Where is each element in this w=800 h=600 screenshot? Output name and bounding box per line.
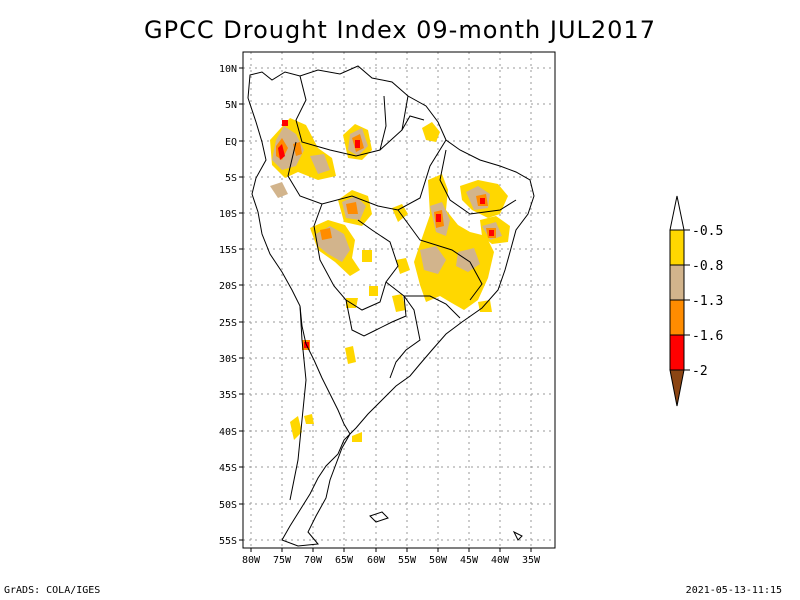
- country-border: [289, 305, 307, 501]
- continent-outline: [247, 65, 535, 547]
- lat-label: 55S: [219, 536, 237, 547]
- drought-patch: [396, 258, 410, 274]
- country-border: [379, 95, 387, 151]
- lat-label: 50S: [219, 500, 237, 511]
- drought-patch: [270, 182, 288, 198]
- drought-patch: [320, 228, 332, 240]
- drought-patch: [480, 198, 485, 204]
- drought-patch: [369, 286, 378, 296]
- drought-patch: [304, 414, 314, 424]
- drought-patch: [282, 120, 288, 126]
- country-border: [313, 203, 399, 311]
- drought-patch: [345, 346, 356, 364]
- drought-patch: [420, 246, 446, 274]
- legend-label: -2: [692, 364, 708, 379]
- country-border: [345, 281, 407, 337]
- coastlines: [247, 65, 535, 547]
- drought-patch: [346, 202, 358, 214]
- country-border: [401, 115, 425, 131]
- drought-patch: [456, 248, 480, 272]
- legend-swatch: [669, 369, 685, 407]
- legend-label: -1.3: [692, 294, 723, 309]
- lon-label: 75W: [273, 555, 292, 566]
- lat-label: 5N: [225, 100, 237, 111]
- lon-label: 40W: [491, 555, 510, 566]
- lat-label: EQ: [225, 137, 237, 148]
- legend-swatch: [669, 264, 685, 301]
- drought-patch: [436, 214, 441, 222]
- lat-label: 35S: [219, 390, 237, 401]
- plot-frame: [242, 51, 556, 549]
- country-border: [287, 139, 447, 211]
- legend-swatch: [669, 195, 685, 231]
- map-title: GPCC Drought Index 09-month JUL2017: [144, 16, 656, 44]
- lon-label: 70W: [304, 555, 323, 566]
- lat-axis: 10N 5N EQ 5S 10S 15S 20S 25S 30S 35S 40S…: [219, 64, 243, 547]
- drought-patch: [362, 250, 372, 262]
- grads-credit: GrADS: COLA/IGES: [4, 585, 101, 596]
- drought-patch: [290, 416, 302, 440]
- drought-shading: [270, 118, 510, 442]
- legend-swatch: [669, 334, 685, 371]
- lat-label: 25S: [219, 318, 237, 329]
- country-border: [389, 295, 421, 379]
- lon-label: 50W: [429, 555, 448, 566]
- legend-label: -0.8: [692, 259, 723, 274]
- lon-label: 55W: [398, 555, 417, 566]
- legend-swatch: [669, 299, 685, 336]
- lon-label: 60W: [367, 555, 386, 566]
- legend-label: -1.6: [692, 329, 723, 344]
- island: [512, 530, 523, 541]
- lat-label: 10N: [219, 64, 237, 75]
- state-border: [397, 209, 483, 301]
- lat-label: 40S: [219, 427, 237, 438]
- drought-patch: [278, 144, 285, 160]
- drought-patch: [489, 230, 494, 236]
- lat-label: 5S: [225, 173, 237, 184]
- lat-label: 20S: [219, 281, 237, 292]
- legend-swatch: [669, 229, 685, 266]
- legend-label: -0.5: [692, 224, 723, 239]
- drought-patch: [478, 300, 492, 312]
- legend-colorbar: -0.5 -0.8 -1.3 -1.6 -2: [669, 195, 723, 407]
- drought-patch: [422, 122, 440, 142]
- state-border: [439, 149, 517, 215]
- lon-label: 45W: [460, 555, 479, 566]
- island: [369, 511, 389, 523]
- drought-patch: [392, 294, 406, 312]
- lon-label: 35W: [522, 555, 541, 566]
- lat-label: 15S: [219, 245, 237, 256]
- lon-label: 65W: [335, 555, 354, 566]
- lon-axis: 80W 75W 70W 65W 60W 55W 50W 45W 40W 35W: [242, 548, 541, 566]
- state-border: [404, 295, 461, 319]
- timestamp: 2021-05-13-11:15: [685, 585, 782, 596]
- drought-patch: [355, 140, 360, 148]
- lat-label: 10S: [219, 209, 237, 220]
- country-border: [295, 75, 409, 157]
- lat-label: 30S: [219, 354, 237, 365]
- drought-patch: [352, 432, 362, 442]
- lat-label: 45S: [219, 463, 237, 474]
- drought-patch: [310, 154, 330, 174]
- lon-label: 80W: [242, 555, 261, 566]
